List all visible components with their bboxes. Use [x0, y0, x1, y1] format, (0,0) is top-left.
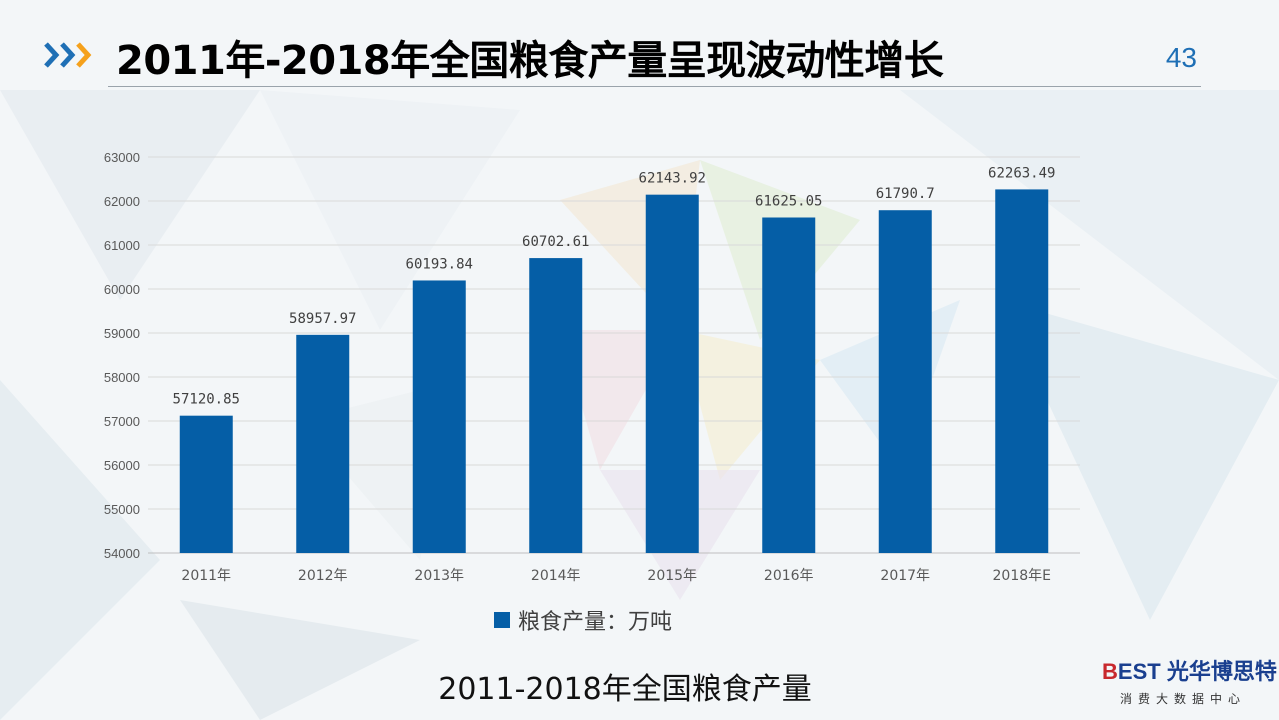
bar [179, 415, 233, 553]
y-tick-label: 55000 [104, 502, 140, 517]
data-label: 61625.05 [755, 193, 822, 209]
x-tick-label: 2013年 [414, 568, 464, 584]
legend-label: 粮食产量：万吨 [518, 610, 673, 635]
chart-caption: 2011-2018年全国粮食产量 [438, 672, 812, 707]
chevron-arrows-icon [44, 42, 92, 68]
x-tick-label: 2015年 [647, 568, 697, 584]
brand-subtitle: 消费大数据中心 [1120, 692, 1247, 706]
bar [645, 194, 699, 553]
y-tick-label: 57000 [104, 414, 140, 429]
slide-title: 2011年-2018年全国粮食产量呈现波动性增长 [116, 38, 944, 84]
brand-logo-letters: EST [1117, 659, 1161, 684]
chart-legend: 粮食产量：万吨 [494, 604, 672, 636]
bar [762, 217, 816, 553]
bar [529, 258, 583, 553]
y-tick-label: 56000 [104, 458, 140, 473]
data-label: 60702.61 [522, 234, 589, 250]
x-tick-label: 2018年E [993, 568, 1051, 584]
legend-swatch [494, 612, 510, 628]
data-label: 57120.85 [173, 392, 240, 408]
data-label: 61790.7 [876, 186, 935, 202]
y-tick-label: 59000 [104, 326, 140, 341]
x-tick-label: 2012年 [298, 568, 348, 584]
bar [412, 280, 466, 553]
x-tick-label: 2011年 [181, 568, 231, 584]
bar [296, 334, 350, 553]
x-tick-label: 2016年 [764, 568, 814, 584]
data-label: 60193.84 [406, 256, 473, 272]
y-tick-label: 61000 [104, 238, 140, 253]
y-tick-label: 58000 [104, 370, 140, 385]
brand-logo-letter: B [1102, 659, 1118, 684]
title-divider [108, 86, 1201, 87]
x-tick-label: 2014年 [531, 568, 581, 584]
y-tick-label: 62000 [104, 194, 140, 209]
bar [878, 210, 932, 553]
brand-name: 光华博思特 [1166, 659, 1277, 684]
brand-wordmark: BEST 光华博思特 [1102, 654, 1277, 686]
data-label: 58957.97 [289, 311, 356, 327]
brand-logo: BEST 光华博思特 消费大数据中心 [1102, 654, 1277, 707]
data-label: 62143.92 [639, 171, 706, 187]
page-number: 43 [1165, 42, 1197, 73]
y-tick-label: 63000 [104, 150, 140, 165]
y-tick-label: 54000 [104, 546, 140, 561]
data-label: 62263.49 [988, 165, 1055, 181]
y-tick-label: 60000 [104, 282, 140, 297]
bar [995, 189, 1049, 553]
x-tick-label: 2017年 [880, 568, 930, 584]
